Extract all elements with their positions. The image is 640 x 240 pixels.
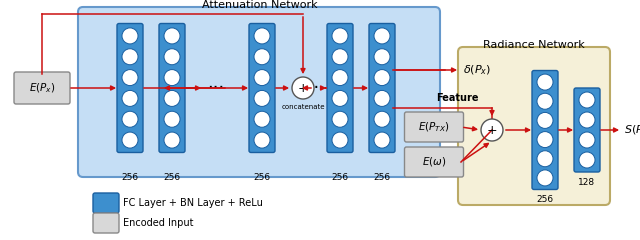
FancyBboxPatch shape [404,112,463,142]
Circle shape [164,90,180,106]
FancyBboxPatch shape [14,72,70,104]
Text: 256: 256 [332,173,349,182]
Circle shape [374,49,390,65]
FancyBboxPatch shape [532,71,558,190]
Circle shape [164,132,180,148]
FancyBboxPatch shape [574,88,600,172]
Text: ···: ··· [207,79,225,97]
Circle shape [122,70,138,86]
Circle shape [254,70,270,86]
Text: Attenuation Network: Attenuation Network [202,0,318,10]
Circle shape [292,77,314,99]
Circle shape [164,70,180,86]
Circle shape [122,90,138,106]
FancyBboxPatch shape [93,193,119,213]
Circle shape [537,112,553,128]
Circle shape [579,152,595,168]
Circle shape [122,111,138,127]
Text: 256: 256 [253,173,271,182]
Circle shape [332,111,348,127]
Circle shape [122,49,138,65]
Circle shape [164,28,180,44]
Text: 256: 256 [163,173,180,182]
Circle shape [122,132,138,148]
Circle shape [332,70,348,86]
Text: $E(P_{TX})$: $E(P_{TX})$ [418,120,450,134]
Circle shape [537,132,553,148]
Circle shape [254,111,270,127]
FancyBboxPatch shape [249,24,275,152]
Circle shape [122,28,138,44]
Text: Feature: Feature [436,93,479,103]
Circle shape [579,132,595,148]
Circle shape [164,49,180,65]
Text: $S(P_x,\omega)$: $S(P_x,\omega)$ [624,123,640,137]
Circle shape [537,170,553,186]
Circle shape [374,111,390,127]
Text: ···: ··· [302,79,319,97]
Circle shape [579,92,595,108]
Circle shape [374,28,390,44]
FancyBboxPatch shape [458,47,610,205]
Circle shape [374,132,390,148]
Text: +: + [298,82,308,95]
FancyBboxPatch shape [369,24,395,152]
Circle shape [537,93,553,109]
FancyBboxPatch shape [78,7,440,177]
Text: 256: 256 [122,173,139,182]
Circle shape [254,90,270,106]
FancyBboxPatch shape [93,213,119,233]
FancyBboxPatch shape [404,147,463,177]
Text: 256: 256 [536,196,554,204]
Text: Encoded Input: Encoded Input [123,218,193,228]
Text: 256: 256 [373,173,390,182]
Text: $\delta(P_x)$: $\delta(P_x)$ [463,63,492,77]
Circle shape [579,112,595,128]
Text: $E(P_x)$: $E(P_x)$ [29,81,55,95]
Circle shape [254,28,270,44]
Circle shape [332,90,348,106]
Circle shape [332,49,348,65]
FancyBboxPatch shape [327,24,353,152]
Circle shape [537,74,553,90]
FancyBboxPatch shape [159,24,185,152]
Circle shape [332,28,348,44]
Text: concatenate: concatenate [281,104,324,110]
Text: 128: 128 [579,178,596,187]
Circle shape [374,70,390,86]
Circle shape [332,132,348,148]
Text: FC Layer + BN Layer + ReLu: FC Layer + BN Layer + ReLu [123,198,263,208]
Circle shape [537,151,553,167]
Circle shape [481,119,503,141]
Circle shape [254,132,270,148]
FancyBboxPatch shape [117,24,143,152]
Circle shape [164,111,180,127]
Text: Radiance Network: Radiance Network [483,40,585,50]
Text: +: + [486,124,497,137]
Circle shape [374,90,390,106]
Text: $E(\omega)$: $E(\omega)$ [422,156,446,168]
Circle shape [254,49,270,65]
